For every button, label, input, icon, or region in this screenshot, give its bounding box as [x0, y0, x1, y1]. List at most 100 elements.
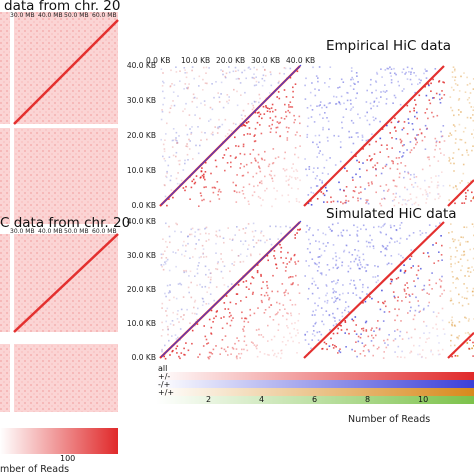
- heatmap-cell: [245, 227, 247, 229]
- heatmap-cell: [312, 278, 314, 280]
- heatmap-cell: [288, 104, 290, 106]
- heatmap-cell: [463, 283, 465, 285]
- heatmap-cell: [409, 111, 411, 113]
- heatmap-cell: [295, 178, 297, 180]
- left-top-x-tick: 60.0 MB: [92, 12, 117, 19]
- heatmap-cell: [460, 236, 462, 238]
- heatmap-cell: [411, 149, 413, 151]
- heatmap-cell: [217, 263, 219, 265]
- heatmap-cell: [270, 128, 272, 130]
- heatmap-cell: [172, 197, 174, 199]
- heatmap-cell: [317, 185, 319, 187]
- heatmap-cell: [282, 315, 284, 317]
- heatmap-cell: [306, 136, 308, 138]
- heatmap-cell: [362, 136, 364, 138]
- heatmap-cell: [202, 245, 204, 247]
- heatmap-cell: [448, 160, 450, 162]
- heatmap-cell: [319, 331, 321, 333]
- heatmap-cell: [420, 80, 422, 82]
- heatmap-cell: [220, 253, 222, 255]
- heatmap-cell: [425, 148, 427, 150]
- heatmap-cell: [168, 292, 170, 294]
- heatmap-cell: [329, 345, 331, 347]
- heatmap-cell: [255, 230, 257, 232]
- heatmap-cell: [350, 280, 352, 282]
- heatmap-cell: [411, 68, 413, 70]
- heatmap-cell: [430, 351, 432, 353]
- heatmap-cell: [352, 79, 354, 81]
- heatmap-cell: [177, 95, 179, 97]
- heatmap-cell: [441, 254, 443, 256]
- simulated-title: Simulated HiC data: [326, 206, 457, 222]
- heatmap-cell: [375, 141, 377, 143]
- heatmap-cell: [252, 195, 254, 197]
- heatmap-cell: [172, 140, 174, 142]
- heatmap-cell: [252, 231, 254, 233]
- heatmap-cell: [176, 178, 178, 180]
- heatmap-cell: [465, 91, 467, 93]
- heatmap-cell: [253, 236, 255, 238]
- heatmap-cell: [198, 239, 200, 241]
- heatmap-cell: [366, 270, 368, 272]
- heatmap-cell: [343, 116, 345, 118]
- heatmap-cell: [208, 239, 210, 241]
- heatmap-cell: [331, 297, 333, 299]
- heatmap-cell: [205, 274, 207, 276]
- heatmap-cell: [272, 275, 274, 277]
- heatmap-cell: [458, 335, 460, 337]
- heatmap-cell: [234, 234, 236, 236]
- heatmap-cell: [405, 165, 407, 167]
- heatmap-cell: [219, 97, 221, 99]
- heatmap-cell: [460, 111, 462, 113]
- heatmap-cell: [466, 298, 468, 300]
- heatmap-cell: [349, 252, 351, 254]
- heatmap-cell: [286, 325, 288, 327]
- heatmap-cell: [404, 357, 406, 359]
- heatmap-cell: [194, 114, 196, 116]
- heatmap-cell: [263, 75, 265, 77]
- heatmap-cell: [297, 332, 299, 334]
- heatmap-cell: [235, 67, 237, 69]
- heatmap-cell: [435, 225, 437, 227]
- heatmap-cell: [373, 245, 375, 247]
- heatmap-cell: [464, 297, 466, 299]
- heatmap-cell: [168, 226, 170, 228]
- heatmap-cell: [386, 249, 388, 251]
- heatmap-cell: [398, 277, 400, 279]
- heatmap-cell: [319, 142, 321, 144]
- heatmap-cell: [308, 239, 310, 241]
- heatmap-cell: [231, 263, 233, 265]
- heatmap-cell: [270, 117, 272, 119]
- heatmap-cell: [322, 154, 324, 156]
- heatmap-cell: [355, 287, 357, 289]
- heatmap-cell: [197, 126, 199, 128]
- heatmap-cell: [352, 254, 354, 256]
- heatmap-cell: [443, 154, 445, 156]
- heatmap-cell: [459, 139, 461, 141]
- heatmap-cell: [272, 350, 274, 352]
- heatmap-cell: [451, 335, 453, 337]
- heatmap-cell: [372, 276, 374, 278]
- heatmap-cell: [373, 330, 375, 332]
- heatmap-cell: [187, 243, 189, 245]
- heatmap-cell: [332, 344, 334, 346]
- heatmap-cell: [270, 71, 272, 73]
- heatmap-cell: [333, 325, 335, 327]
- heatmap-cell: [330, 229, 332, 231]
- heatmap-cell: [416, 176, 418, 178]
- heatmap-cell: [351, 152, 353, 154]
- heatmap-cell: [326, 293, 328, 295]
- heatmap-cell: [414, 116, 416, 118]
- heatmap-cell: [238, 340, 240, 342]
- heatmap-cell: [260, 274, 262, 276]
- heatmap-cell: [317, 332, 319, 334]
- heatmap-cell: [345, 108, 347, 110]
- heatmap-cell: [467, 84, 469, 86]
- heatmap-cell: [452, 322, 454, 324]
- heatmap-cell: [222, 74, 224, 76]
- heatmap-cell: [470, 271, 472, 273]
- heatmap-cell: [343, 190, 345, 192]
- heatmap-cell: [224, 284, 226, 286]
- heatmap-empirical-all: [160, 65, 301, 207]
- heatmap-cell: [223, 316, 225, 318]
